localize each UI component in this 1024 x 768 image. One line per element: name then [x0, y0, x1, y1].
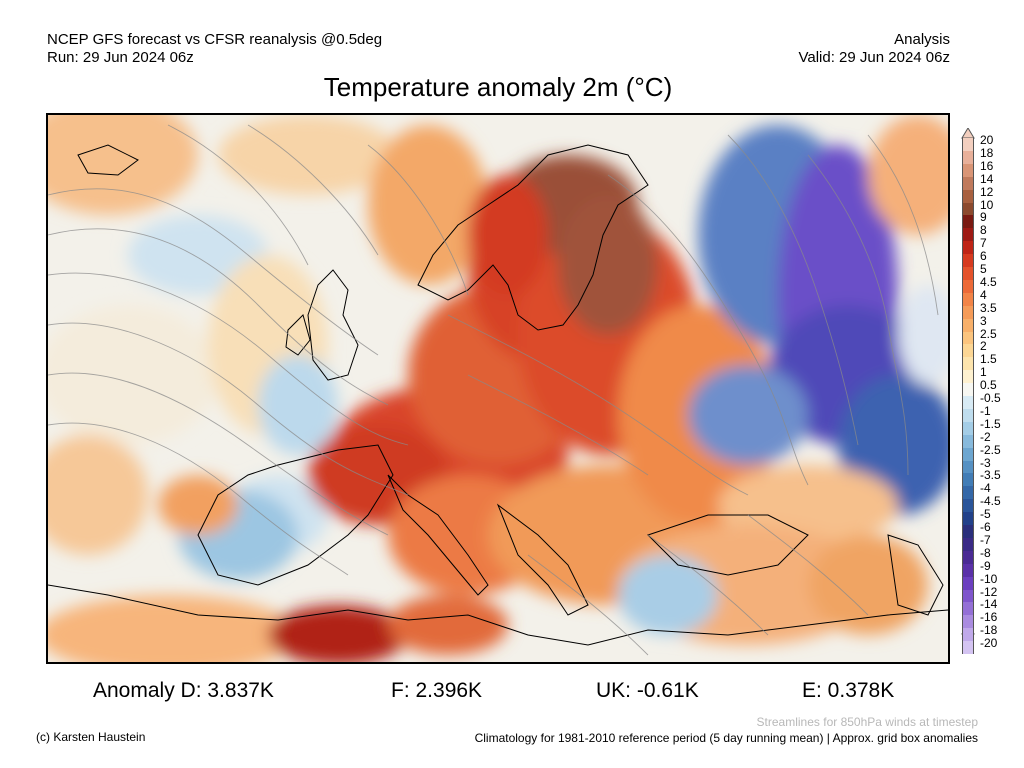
colorbar-label: 7: [980, 236, 987, 251]
colorbar-label: 10: [980, 197, 994, 212]
colorbar-swatch: [962, 254, 974, 268]
anomaly-france: F: 2.396K: [391, 679, 483, 702]
colorbar-swatch: [962, 150, 974, 165]
colorbar-swatch: [962, 318, 974, 332]
colorbar-swatch: [962, 641, 974, 655]
colorbar-label: 6: [980, 249, 987, 264]
anomaly-domain: Anomaly D: 3.837K: [93, 679, 274, 702]
colorbar-label: 2: [980, 339, 987, 354]
colorbar-label: -1: [980, 403, 991, 418]
colorbar-swatch: [962, 576, 974, 590]
colorbar-swatch: [962, 408, 974, 423]
colorbar-top-arrow: [961, 128, 975, 139]
colorbar-swatch: [962, 344, 974, 358]
colorbar-label: -3.5: [980, 468, 1001, 483]
colorbar-label: 0.5: [980, 378, 997, 393]
colorbar-swatch: [962, 473, 974, 487]
colorbar-label: -4.5: [980, 494, 1001, 509]
colorbar-swatch: [962, 499, 974, 513]
colorbar-swatch: [962, 447, 974, 461]
colorbar-label: -2: [980, 429, 991, 444]
colorbar-label: -7: [980, 532, 991, 547]
run-time: Run: 29 Jun 2024 06z: [47, 49, 194, 66]
colorbar-label: -12: [980, 584, 998, 599]
colorbar-label: -14: [980, 597, 998, 612]
colorbar-swatch: [962, 279, 974, 294]
colorbar-swatch: [962, 267, 974, 281]
colorbar-swatch: [962, 434, 974, 449]
colorbar-swatch: [962, 525, 974, 539]
copyright: (c) Karsten Haustein: [36, 730, 146, 744]
colorbar-label: 4.5: [980, 274, 997, 289]
coastlines: [48, 144, 948, 646]
climatology-note: Climatology for 1981-2010 reference peri…: [474, 731, 978, 745]
anomaly-map: [46, 113, 950, 664]
colorbar-swatch: [962, 628, 974, 642]
colorbar-label: -1.5: [980, 416, 1001, 431]
colorbar-label: -3: [980, 455, 991, 470]
colorbar-label: -4: [980, 481, 991, 496]
colorbar-swatch: [962, 460, 974, 474]
colorbar-swatch: [962, 163, 974, 178]
colorbar-swatch: [962, 602, 974, 616]
colorbar-label: -5: [980, 507, 991, 522]
map-title: Temperature anomaly 2m (°C): [323, 72, 673, 102]
colorbar-swatch: [962, 228, 974, 242]
colorbar-label: 12: [980, 184, 994, 199]
model-description: NCEP GFS forecast vs CFSR reanalysis @0.…: [47, 31, 383, 48]
colorbar-label: 1: [980, 365, 987, 380]
colorbar-swatch: [962, 589, 974, 603]
colorbar-swatch: [962, 176, 974, 191]
header-left: NCEP GFS forecast vs CFSR reanalysis @0.…: [47, 31, 382, 67]
analysis-label: Analysis: [894, 31, 950, 48]
colorbar-label: 2.5: [980, 326, 997, 341]
colorbar-label: 8: [980, 223, 987, 238]
colorbar-label: -6: [980, 520, 991, 534]
colorbar-swatch: [962, 331, 974, 345]
colorbar-label: 3: [980, 313, 987, 328]
colorbar-label: -16: [980, 610, 998, 625]
colorbar-label: 18: [980, 145, 994, 160]
colorbar-swatch: [962, 550, 974, 565]
colorbar-label: 14: [980, 171, 994, 186]
colorbar-swatch: [962, 370, 974, 384]
valid-time: Valid: 29 Jun 2024 06z: [798, 49, 950, 66]
colorbar-swatch: [962, 537, 974, 552]
colorbar-label: 20: [980, 133, 994, 147]
colorbar-swatch: [962, 512, 974, 526]
colorbar-label: -10: [980, 571, 998, 586]
streamlines-note: Streamlines for 850hPa winds at timestep: [756, 715, 978, 729]
colorbar-label: -8: [980, 545, 991, 560]
colorbar-swatch: [962, 383, 974, 397]
colorbar-swatch: [962, 563, 974, 578]
colorbar-label: 5: [980, 262, 987, 276]
colorbar-swatch: [962, 421, 974, 436]
colorbar-label: 1.5: [980, 352, 997, 367]
colorbar-label: 9: [980, 210, 987, 225]
colorbar-label: -0.5: [980, 391, 1001, 405]
colorbar-swatch: [962, 615, 974, 629]
colorbar-swatch: [962, 396, 974, 410]
colorbar-label: -18: [980, 623, 998, 638]
anomaly-map-graphic: [48, 115, 948, 662]
colorbar-label: -9: [980, 558, 991, 573]
anomaly-europe: E: 0.378K: [802, 679, 895, 702]
anomaly-uk: UK: -0.61K: [596, 679, 699, 702]
colorbar-swatch: [962, 486, 974, 500]
colorbar-swatch: [962, 305, 974, 320]
colorbar-swatch: [962, 189, 974, 203]
colorbar-swatch: [962, 357, 974, 371]
wind-streamlines: [48, 124, 939, 656]
colorbar-swatch: [962, 215, 974, 229]
colorbar-label: 3.5: [980, 300, 997, 315]
colorbar-label: -20: [980, 636, 998, 651]
colorbar-swatch: [962, 241, 974, 255]
colorbar-label: -2.5: [980, 442, 1001, 457]
colorbar-label: 16: [980, 158, 994, 173]
colorbar-label: 4: [980, 287, 987, 302]
colorbar-swatch: [962, 292, 974, 307]
colorbar-swatch: [962, 202, 974, 216]
header-right: Analysis Valid: 29 Jun 2024 06z: [798, 31, 950, 67]
colorbar-swatch: [962, 138, 974, 152]
